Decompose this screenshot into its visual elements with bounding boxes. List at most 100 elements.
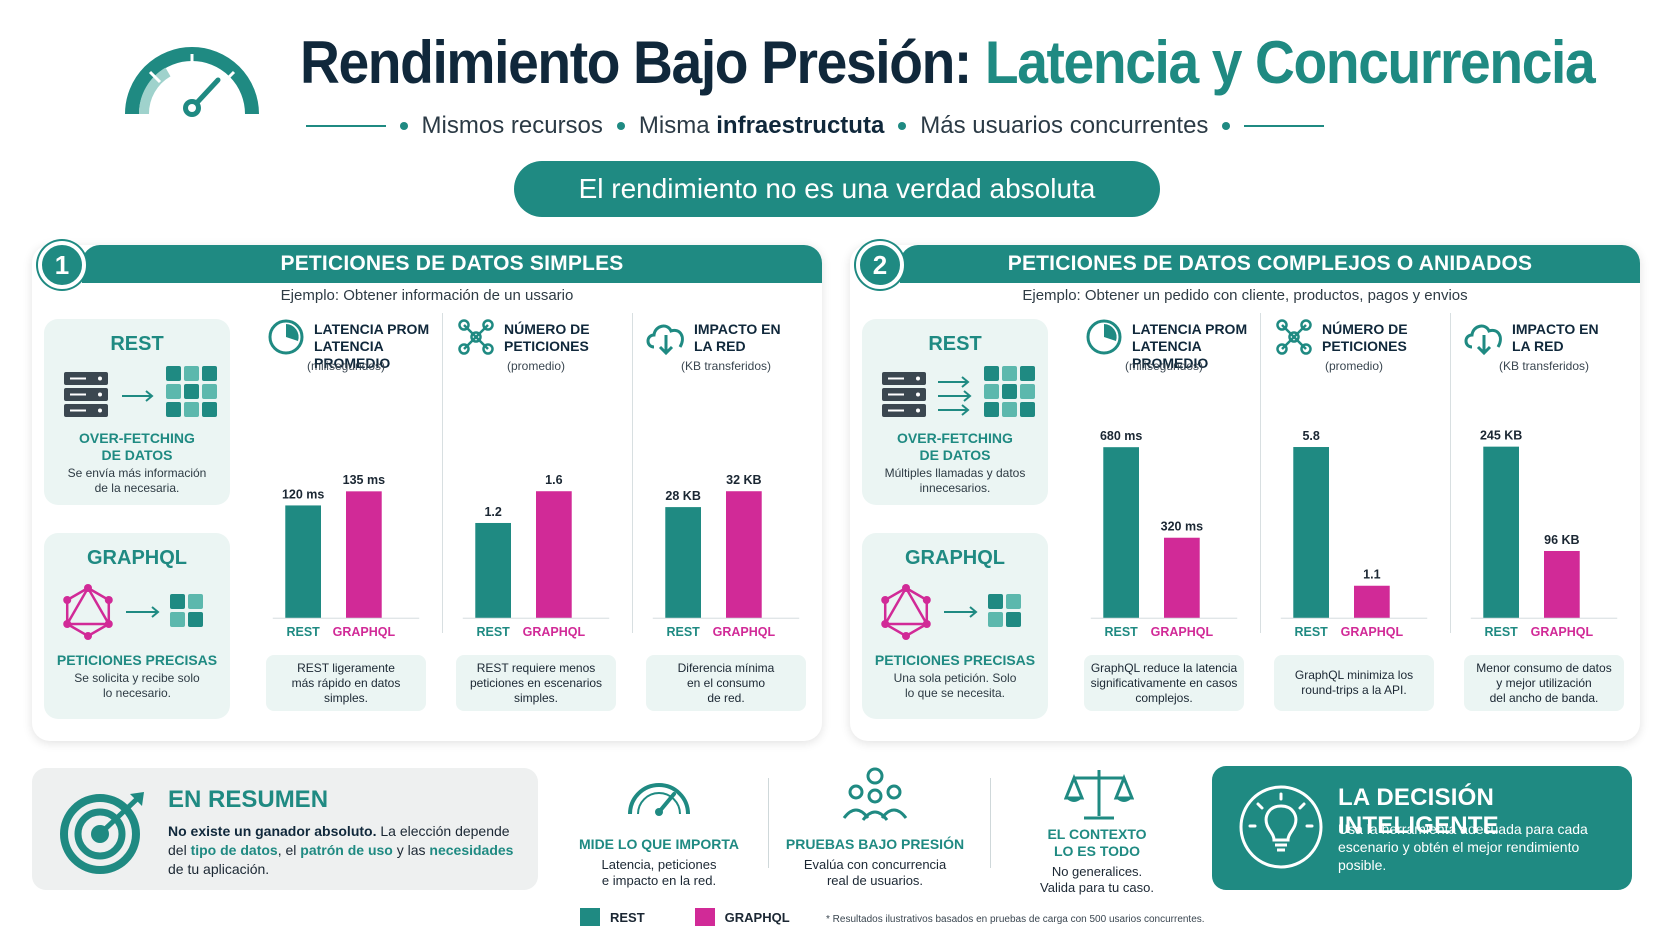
caption-line: más rápido en datos simples. [291,675,401,705]
rest-card-label: OVER-FETCHING DE DATOS [862,430,1048,464]
speedometer-icon [125,47,259,117]
metric-title: NÚMERO DE PETICIONES [1322,321,1408,355]
scale-icon [1064,770,1134,820]
desc-line: de la necesaria. [94,481,180,495]
category-label: REST [1294,625,1328,639]
label-line: DE DATOS [919,447,991,463]
label-line: DE DATOS [101,447,173,463]
metric-title-line: IMPACTO EN [1512,321,1599,337]
panel-1: PETICIONES DE DATOS SIMPLES 1 Ejemplo: O… [32,241,822,741]
rest-card: REST OVER-FETCHING DE DATOS Múltiples lla… [862,319,1048,505]
footnote: * Resultados ilustrativos basados en pru… [826,914,1205,925]
category-label: REST [1104,625,1138,639]
category-label: GRAPHQL [333,625,396,639]
tip-title: MIDE LO QUE IMPORTA [579,836,739,852]
graphql-card-label: PETICIONES PRECISAS [874,652,1036,668]
metric-caption: GraphQL minimiza los round-trips a la API… [1274,655,1434,711]
summary-t4: de tu aplicación. [168,861,270,877]
bar-rest [1483,446,1519,619]
bar-rest [475,522,511,619]
value-label: 680 ms [1100,429,1142,443]
desc-line: innecesarios. [919,481,991,495]
metric-title: IMPACTO EN LA RED [1512,321,1599,355]
bar-graphql [346,491,382,619]
metric-unit: (milisegundos) [1124,359,1204,373]
value-label: 5.8 [1302,429,1319,443]
tip-desc: Evalúa con concurrencia real de usuarios. [780,857,970,889]
rule-left [305,125,386,127]
tip-title-line: EL CONTEXTO [1047,826,1147,842]
category-label: GRAPHQL [713,625,776,639]
category-label: REST [286,625,320,639]
metric-head: NÚMERO DE PETICIONES (promedio) [1264,315,1444,385]
tip-desc-line: Latencia, peticiones [601,857,717,872]
summary-k1: tipo de datos [190,842,278,858]
graphql-card: GRAPHQL PETICIONES PRECISAS Se solicita … [44,533,230,719]
graphql-icon [63,584,113,640]
rest-card-title: REST [928,333,982,355]
bullet [399,122,408,130]
desc-line: Múltiples llamadas y datos [884,466,1026,480]
summary-t1: La elección depende del [168,823,510,858]
subtitle-line: Mismos recursos Misma infraestructuta Má… [300,106,1330,146]
metric-title-line: LATENCIA PROM [1132,321,1248,337]
caption-line: de red. [707,690,745,705]
desc-line: Una sola petición. Solo [893,671,1017,685]
caption-line: peticiones en escenarios [469,675,603,690]
arrow-icon [938,376,970,388]
panel-example: Ejemplo: Obtener un pedido con cliente, … [1022,287,1468,304]
legend-graphql: GRAPHQL [724,909,790,925]
summary-card: EN RESUMEN No existe un ganador absoluto… [32,768,538,890]
rest-illustration [64,366,217,417]
summary-t2: , el [277,842,301,858]
panel-number: 1 [38,241,86,289]
data-grid-icon [984,366,1035,417]
bullet [616,122,625,130]
caption-line: Menor consumo de datos [1476,660,1612,675]
clock-icon [1086,319,1122,355]
bar-rest [665,507,701,619]
category-label: GRAPHQL [1151,625,1214,639]
caption-line: GraphQL minimiza los [1294,668,1414,682]
value-label: 32 KB [726,473,761,487]
caption-line: y mejor utilización [1496,675,1592,690]
graphql-card-label: PETICIONES PRECISAS [56,652,218,668]
bar-rest [1103,447,1139,619]
network-icon [458,319,494,355]
metric-2: IMPACTO EN LA RED (KB transferidos) 28 KB… [636,315,816,725]
value-label: 28 KB [665,489,700,503]
metric-title-line: LA RED [694,338,746,354]
metric-divider [1260,313,1261,633]
metric-title-line: LATENCIA PROMEDIO [1132,338,1209,371]
metric-icon-wrap [1464,324,1502,356]
metric-title-line: PETICIONES [1322,338,1407,354]
metric-divider [1450,313,1451,633]
metric-title: LATENCIA PROM LATENCIA PROMEDIO [314,321,436,372]
summary-text: No existe un ganador absoluto. La elecci… [168,822,528,879]
users-icon [842,767,908,821]
label-line: OVER-FETCHING [79,430,195,446]
data-grid-icon [988,594,1021,627]
arrow-icon [944,606,978,618]
metric-head: LATENCIA PROM LATENCIA PROMEDIO (milisegu… [1074,315,1254,385]
decision-card: LA DECISIÓN INTELIGENTE Usa la herramien… [1212,766,1632,890]
metric-title: LATENCIA PROM LATENCIA PROMEDIO [1132,321,1254,372]
metric-title-line: NÚMERO DE [1322,321,1408,337]
caption-line: complejos. [1135,690,1193,705]
panel-number: 2 [856,241,904,289]
tip-title: PRUEBAS BAJO PRESIÓN [785,836,965,852]
divider [990,778,991,868]
tip-pressure: PRUEBAS BAJO PRESIÓN Evalúa con concurre… [780,836,970,889]
metric-head: LATENCIA PROM LATENCIA PROMEDIO (milisegu… [256,315,436,385]
tip-title: EL CONTEXTO LO ES TODO [1002,826,1192,860]
bar-chart: 245 KB REST 96 KB GRAPHQL [1470,429,1618,639]
tip-desc-line: real de usuarios. [826,873,924,888]
tip-desc-line: No generalices. [1051,864,1143,879]
decision-text: Usa la herramienta adecuada para cada es… [1338,821,1588,873]
desc-line: lo que se necesita. [904,686,1006,700]
sub-b2: infraestructuta [716,112,885,139]
server-icon [64,372,108,417]
summary-bold: No existe un ganador absoluto. [168,823,377,839]
sub-b: Misma infraestructuta [639,112,884,140]
gauge-icon [628,783,690,816]
